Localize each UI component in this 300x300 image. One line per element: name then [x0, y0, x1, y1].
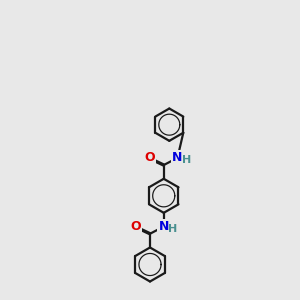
Text: H: H: [182, 155, 191, 166]
Text: O: O: [144, 151, 155, 164]
Text: N: N: [172, 152, 183, 164]
Text: H: H: [168, 224, 177, 234]
Text: O: O: [130, 220, 141, 233]
Text: N: N: [159, 220, 169, 233]
